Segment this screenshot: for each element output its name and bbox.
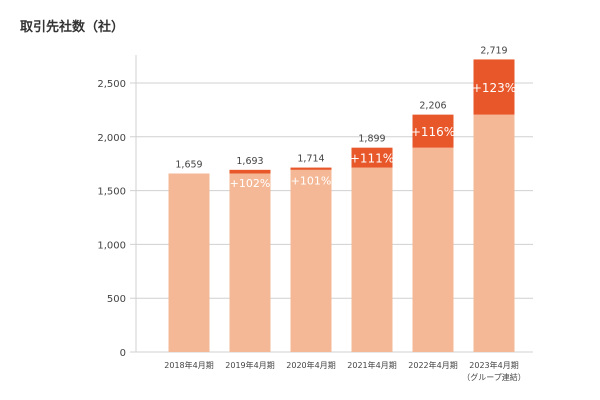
x-tick-label: 2018年4月期 xyxy=(164,360,213,370)
bar-base xyxy=(412,147,454,352)
growth-label: +102% xyxy=(230,177,271,190)
value-label: 1,693 xyxy=(236,156,263,167)
y-tick-label: 500 xyxy=(107,294,126,305)
bar-base xyxy=(168,173,210,352)
x-tick-label: 2020年4月期 xyxy=(286,360,335,370)
growth-label: +101% xyxy=(291,175,332,188)
growth-label: +123% xyxy=(472,81,516,95)
y-tick-label: 2,000 xyxy=(97,133,126,144)
x-tick-label: 2019年4月期 xyxy=(225,360,274,370)
y-tick-label: 0 xyxy=(120,348,126,359)
value-label: 1,714 xyxy=(297,154,324,165)
bar-increase xyxy=(229,169,271,174)
x-tick-label: 2022年4月期 xyxy=(408,360,457,370)
bar-increase xyxy=(412,114,454,148)
x-tick-label: 2023年4月期 xyxy=(469,360,518,370)
bar-base xyxy=(229,173,271,352)
y-tick-label: 1,000 xyxy=(97,240,126,251)
chart-title: 取引先社数（社） xyxy=(20,20,125,35)
bar-increase xyxy=(290,167,332,170)
growth-label: +111% xyxy=(350,152,394,166)
value-label: 2,719 xyxy=(480,45,507,56)
x-tick-note: （グループ連結） xyxy=(462,372,526,382)
value-label: 1,659 xyxy=(175,159,202,170)
bar-increase xyxy=(351,147,393,168)
growth-label: +116% xyxy=(411,125,455,139)
x-tick-label: 2021年4月期 xyxy=(347,360,396,370)
value-label: 2,206 xyxy=(419,101,446,112)
y-tick-label: 1,500 xyxy=(97,187,126,198)
bar-base xyxy=(351,167,393,352)
bar-base xyxy=(473,114,515,352)
bar-increase xyxy=(473,59,515,115)
value-label: 1,899 xyxy=(358,134,385,145)
bar-base xyxy=(290,169,332,352)
y-tick-label: 2,500 xyxy=(97,79,126,90)
